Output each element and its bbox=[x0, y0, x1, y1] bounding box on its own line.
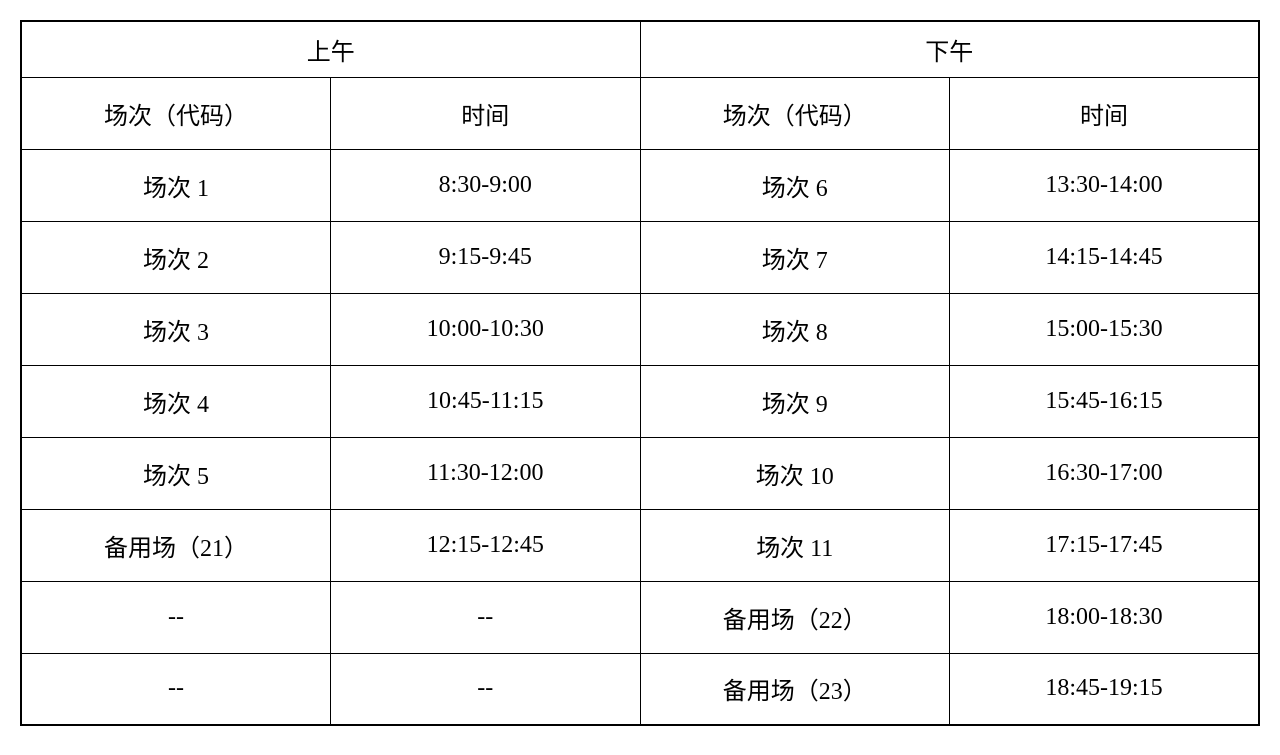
table-row: -- -- 备用场（22） 18:00-18:30 bbox=[21, 581, 1259, 653]
pm-time-cell: 14:15-14:45 bbox=[950, 221, 1260, 293]
am-session-cell: 场次 5 bbox=[21, 437, 331, 509]
table-row: 备用场（21） 12:15-12:45 场次 11 17:15-17:45 bbox=[21, 509, 1259, 581]
header-row-1: 上午 下午 bbox=[21, 21, 1259, 77]
table-row: 场次 5 11:30-12:00 场次 10 16:30-17:00 bbox=[21, 437, 1259, 509]
pm-session-cell: 场次 6 bbox=[640, 149, 950, 221]
am-session-cell: 场次 4 bbox=[21, 365, 331, 437]
pm-time-cell: 13:30-14:00 bbox=[950, 149, 1260, 221]
pm-session-cell: 场次 8 bbox=[640, 293, 950, 365]
header-pm-time: 时间 bbox=[950, 77, 1260, 149]
am-time-cell: 12:15-12:45 bbox=[331, 509, 641, 581]
schedule-table-container: 上午 下午 场次（代码） 时间 场次（代码） 时间 场次 1 8:30-9:00… bbox=[20, 20, 1260, 726]
pm-time-cell: 15:00-15:30 bbox=[950, 293, 1260, 365]
pm-time-cell: 16:30-17:00 bbox=[950, 437, 1260, 509]
header-am-session-code: 场次（代码） bbox=[21, 77, 331, 149]
pm-session-cell: 备用场（23） bbox=[640, 653, 950, 725]
am-time-cell: 8:30-9:00 bbox=[331, 149, 641, 221]
schedule-table: 上午 下午 场次（代码） 时间 场次（代码） 时间 场次 1 8:30-9:00… bbox=[20, 20, 1260, 726]
pm-session-cell: 场次 9 bbox=[640, 365, 950, 437]
pm-time-cell: 18:45-19:15 bbox=[950, 653, 1260, 725]
table-row: 场次 1 8:30-9:00 场次 6 13:30-14:00 bbox=[21, 149, 1259, 221]
table-row: 场次 4 10:45-11:15 场次 9 15:45-16:15 bbox=[21, 365, 1259, 437]
pm-time-cell: 15:45-16:15 bbox=[950, 365, 1260, 437]
am-time-cell: -- bbox=[331, 653, 641, 725]
am-session-cell: -- bbox=[21, 653, 331, 725]
pm-session-cell: 备用场（22） bbox=[640, 581, 950, 653]
am-session-cell: -- bbox=[21, 581, 331, 653]
table-row: -- -- 备用场（23） 18:45-19:15 bbox=[21, 653, 1259, 725]
am-session-cell: 场次 1 bbox=[21, 149, 331, 221]
header-morning: 上午 bbox=[21, 21, 640, 77]
am-time-cell: 9:15-9:45 bbox=[331, 221, 641, 293]
pm-session-cell: 场次 7 bbox=[640, 221, 950, 293]
am-session-cell: 场次 3 bbox=[21, 293, 331, 365]
pm-session-cell: 场次 10 bbox=[640, 437, 950, 509]
am-session-cell: 备用场（21） bbox=[21, 509, 331, 581]
header-row-2: 场次（代码） 时间 场次（代码） 时间 bbox=[21, 77, 1259, 149]
header-afternoon: 下午 bbox=[640, 21, 1259, 77]
table-row: 场次 2 9:15-9:45 场次 7 14:15-14:45 bbox=[21, 221, 1259, 293]
pm-time-cell: 17:15-17:45 bbox=[950, 509, 1260, 581]
am-time-cell: 10:00-10:30 bbox=[331, 293, 641, 365]
table-body: 场次 1 8:30-9:00 场次 6 13:30-14:00 场次 2 9:1… bbox=[21, 149, 1259, 725]
header-am-time: 时间 bbox=[331, 77, 641, 149]
header-pm-session-code: 场次（代码） bbox=[640, 77, 950, 149]
am-session-cell: 场次 2 bbox=[21, 221, 331, 293]
am-time-cell: 11:30-12:00 bbox=[331, 437, 641, 509]
table-row: 场次 3 10:00-10:30 场次 8 15:00-15:30 bbox=[21, 293, 1259, 365]
pm-time-cell: 18:00-18:30 bbox=[950, 581, 1260, 653]
am-time-cell: 10:45-11:15 bbox=[331, 365, 641, 437]
pm-session-cell: 场次 11 bbox=[640, 509, 950, 581]
am-time-cell: -- bbox=[331, 581, 641, 653]
